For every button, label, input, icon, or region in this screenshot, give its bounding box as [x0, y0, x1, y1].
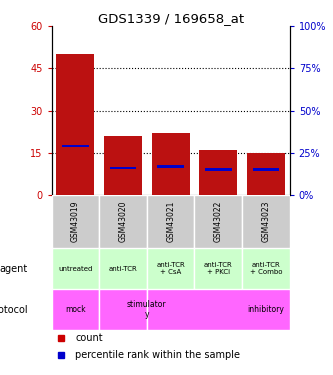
Bar — [52, 195, 99, 248]
Bar — [252, 168, 279, 171]
Bar — [110, 166, 137, 170]
Text: anti-TCR: anti-TCR — [109, 266, 138, 272]
Text: count: count — [75, 333, 103, 344]
Text: GSM43021: GSM43021 — [166, 201, 175, 242]
Bar — [205, 168, 232, 171]
Text: agent: agent — [0, 264, 28, 273]
Text: mock: mock — [65, 305, 86, 314]
Text: inhibitory: inhibitory — [247, 305, 284, 314]
Text: GSM43019: GSM43019 — [71, 201, 80, 242]
Bar — [242, 248, 290, 289]
Text: stimulator
y: stimulator y — [127, 300, 166, 319]
Bar — [56, 54, 95, 195]
Text: anti-TCR
+ Combo: anti-TCR + Combo — [250, 262, 282, 275]
Text: GSM43020: GSM43020 — [119, 201, 128, 242]
Text: GSM43022: GSM43022 — [214, 201, 223, 242]
Bar — [199, 150, 237, 195]
Title: GDS1339 / 169658_at: GDS1339 / 169658_at — [98, 12, 244, 25]
Text: anti-TCR
+ CsA: anti-TCR + CsA — [156, 262, 185, 275]
Text: untreated: untreated — [58, 266, 93, 272]
Bar — [242, 195, 290, 248]
Bar — [157, 165, 184, 168]
Bar — [99, 248, 147, 289]
Text: protocol: protocol — [0, 304, 28, 315]
Bar — [194, 195, 242, 248]
Bar — [152, 133, 190, 195]
Bar — [104, 136, 142, 195]
Bar — [62, 145, 89, 147]
Text: GSM43023: GSM43023 — [261, 201, 270, 242]
Bar — [147, 195, 194, 248]
Bar — [99, 195, 147, 248]
Text: percentile rank within the sample: percentile rank within the sample — [75, 350, 240, 360]
Bar — [52, 289, 99, 330]
Bar — [99, 289, 147, 330]
Bar — [194, 248, 242, 289]
Bar — [147, 248, 194, 289]
Text: anti-TCR
+ PKCi: anti-TCR + PKCi — [204, 262, 233, 275]
Bar — [147, 289, 290, 330]
Bar — [52, 248, 99, 289]
Bar — [247, 153, 285, 195]
